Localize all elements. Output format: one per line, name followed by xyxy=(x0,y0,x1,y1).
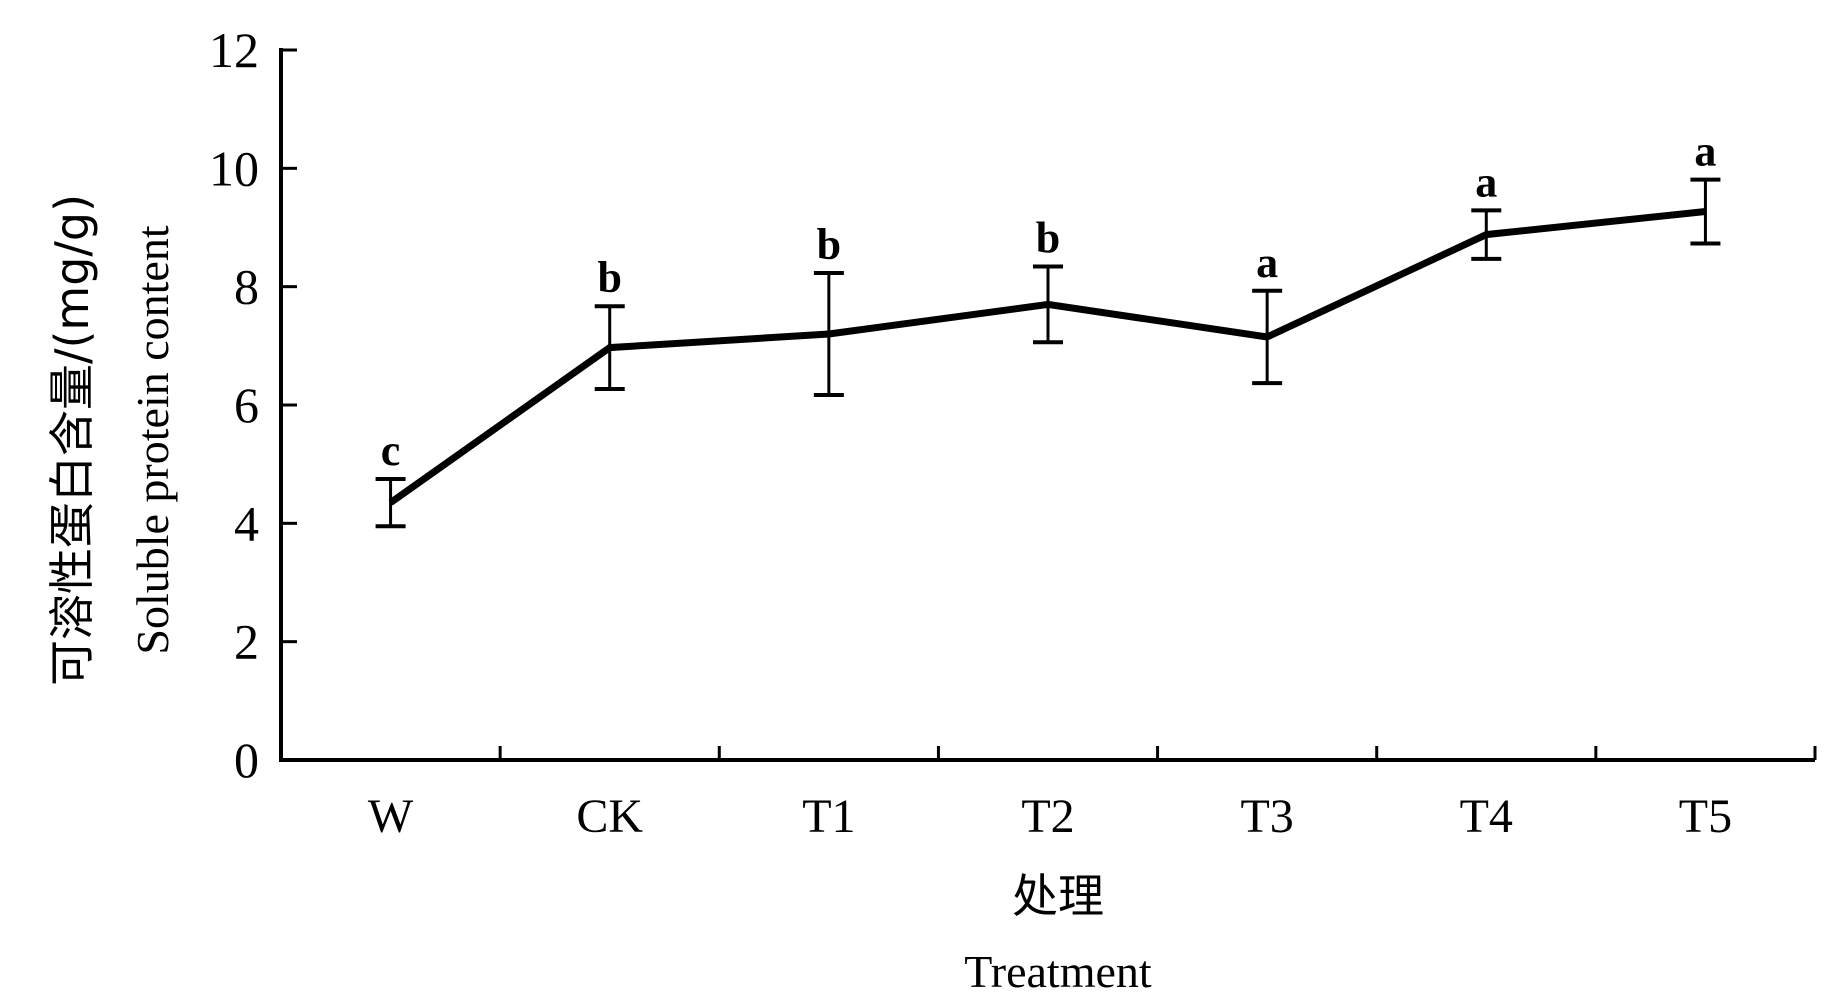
y-axis-title-en: Soluble protein content xyxy=(127,225,178,654)
y-axis-title: 可溶性蛋白含量/(mg/g) Soluble protein content xyxy=(45,194,178,686)
x-axis-title: 处理 Treatment xyxy=(964,869,1152,997)
x-tick-label: T3 xyxy=(1240,790,1293,843)
y-tick-label: 6 xyxy=(234,377,259,433)
error-bar xyxy=(1252,288,1283,386)
error-bar xyxy=(813,271,844,397)
y-axis-title-cn: 可溶性蛋白含量/(mg/g) xyxy=(45,194,99,686)
x-tick-label: T4 xyxy=(1460,790,1513,843)
significance-label: a xyxy=(1694,127,1716,176)
x-tick-label: W xyxy=(368,790,414,843)
error-bar xyxy=(1690,177,1721,246)
error-bar xyxy=(1033,264,1063,345)
x-tick-label: T5 xyxy=(1679,790,1732,843)
x-ticks: W CK T1 T2 T3 T4 T5 xyxy=(368,746,1817,843)
axes xyxy=(279,48,1815,762)
y-tick-label: 12 xyxy=(209,22,259,78)
x-axis-title-cn: 处理 xyxy=(1012,869,1104,923)
error-bar xyxy=(1471,208,1502,261)
significance-label: a xyxy=(1256,238,1278,287)
error-bar xyxy=(375,476,406,529)
y-tick-label: 4 xyxy=(234,495,259,551)
y-tick-label: 10 xyxy=(209,140,259,196)
significance-label: b xyxy=(817,220,841,269)
y-tick-label: 8 xyxy=(234,259,259,315)
significance-label: b xyxy=(597,253,621,302)
x-tick-label: T1 xyxy=(802,790,855,843)
significance-label: a xyxy=(1475,157,1497,206)
x-tick-label: T2 xyxy=(1021,790,1074,843)
error-bar xyxy=(594,304,625,392)
x-tick-label: CK xyxy=(576,790,643,843)
series: c b b b a a a xyxy=(375,127,1721,529)
x-axis-title-en: Treatment xyxy=(964,946,1152,997)
y-tick-label: 2 xyxy=(234,614,259,670)
y-tick-label: 0 xyxy=(234,732,259,788)
significance-label: c xyxy=(381,426,401,475)
significance-label: b xyxy=(1036,214,1060,263)
y-ticks: 0 2 4 6 8 10 12 xyxy=(209,22,297,788)
